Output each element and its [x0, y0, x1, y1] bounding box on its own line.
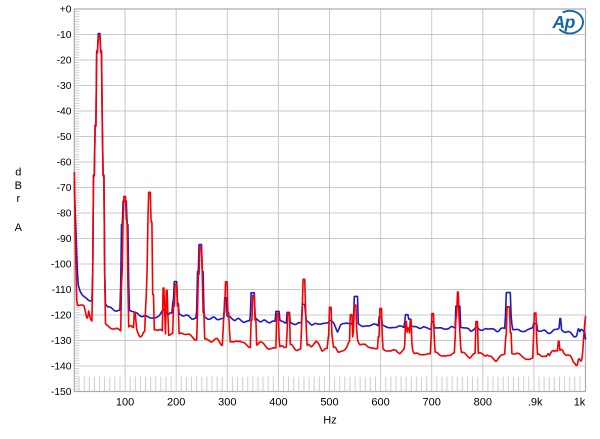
svg-text:A: A [15, 222, 23, 234]
svg-text:+0: +0 [60, 5, 72, 16]
svg-text:-80: -80 [57, 209, 72, 220]
svg-text:-140: -140 [51, 362, 72, 373]
svg-text:100: 100 [116, 397, 134, 409]
svg-text:-40: -40 [57, 107, 72, 118]
svg-text:700: 700 [423, 397, 441, 409]
svg-text:500: 500 [320, 397, 338, 409]
svg-text:800: 800 [474, 397, 492, 409]
svg-text:.9k: .9k [528, 397, 543, 409]
svg-text:1k: 1k [574, 397, 586, 409]
svg-text:-150: -150 [51, 387, 72, 398]
svg-text:300: 300 [218, 397, 236, 409]
svg-text:-100: -100 [51, 260, 72, 271]
svg-text:-120: -120 [51, 311, 72, 322]
svg-text:200: 200 [167, 397, 185, 409]
svg-text:-90: -90 [57, 234, 72, 245]
svg-text:-10: -10 [57, 30, 72, 41]
svg-text:400: 400 [269, 397, 287, 409]
svg-text:r: r [16, 193, 20, 205]
svg-text:-70: -70 [57, 183, 72, 194]
svg-text:-20: -20 [57, 56, 72, 67]
svg-text:-30: -30 [57, 81, 72, 92]
svg-text:B: B [15, 180, 22, 192]
svg-text:d: d [15, 167, 21, 179]
svg-text:-110: -110 [52, 285, 72, 296]
svg-text:-60: -60 [57, 158, 72, 169]
svg-text:Hz: Hz [323, 415, 336, 427]
svg-text:-130: -130 [51, 336, 72, 347]
svg-text:-50: -50 [57, 132, 72, 143]
svg-text:Ap: Ap [552, 12, 576, 32]
svg-text:600: 600 [371, 397, 389, 409]
